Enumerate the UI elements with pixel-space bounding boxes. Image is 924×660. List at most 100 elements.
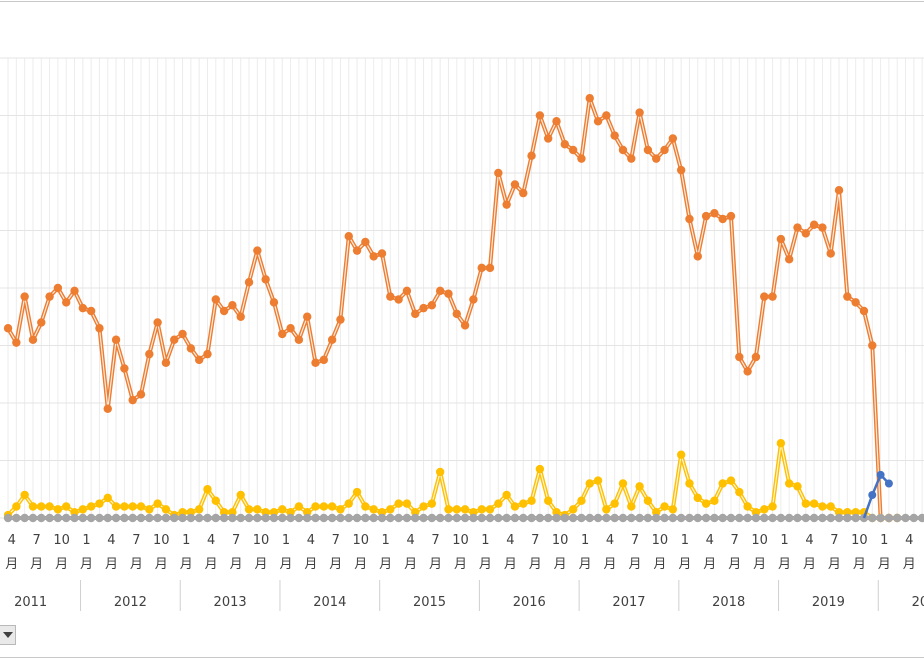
data-point bbox=[211, 496, 220, 505]
series-3 bbox=[3, 513, 924, 523]
data-point bbox=[618, 513, 628, 523]
data-point bbox=[78, 303, 88, 313]
month-tick-label: 1 bbox=[282, 533, 290, 548]
data-point bbox=[12, 513, 21, 523]
data-point bbox=[768, 292, 777, 301]
data-point bbox=[627, 502, 636, 511]
data-point bbox=[427, 513, 437, 523]
data-point bbox=[161, 513, 171, 523]
data-point bbox=[327, 335, 337, 344]
data-point bbox=[78, 513, 88, 523]
month-tick-label: 1 bbox=[880, 533, 888, 548]
data-point bbox=[319, 502, 329, 511]
month-tick-label: 1 bbox=[182, 533, 190, 548]
month-tick-label: 10 bbox=[851, 533, 868, 548]
data-point bbox=[510, 513, 520, 523]
data-point bbox=[452, 505, 461, 514]
data-point bbox=[585, 94, 594, 103]
data-point bbox=[161, 358, 171, 367]
data-point bbox=[427, 499, 437, 508]
data-point bbox=[386, 505, 395, 514]
data-point bbox=[577, 496, 586, 505]
data-point bbox=[760, 292, 769, 301]
data-point bbox=[710, 513, 719, 523]
month-tick-label: 10 bbox=[352, 533, 369, 548]
month-tick-label: 7 bbox=[731, 533, 739, 548]
data-point bbox=[311, 513, 320, 523]
data-point bbox=[452, 513, 461, 523]
data-point bbox=[203, 349, 212, 359]
data-point bbox=[120, 513, 129, 523]
data-point bbox=[876, 470, 885, 479]
data-point bbox=[485, 513, 495, 523]
month-unit-label: 月 bbox=[155, 557, 168, 572]
data-point bbox=[809, 499, 819, 508]
field-filter-button[interactable] bbox=[0, 625, 16, 645]
data-point bbox=[519, 188, 528, 198]
data-point bbox=[743, 502, 752, 511]
month-unit-label: 月 bbox=[329, 557, 342, 572]
data-point bbox=[726, 211, 736, 221]
data-point bbox=[86, 502, 96, 511]
data-point bbox=[253, 513, 262, 523]
data-point bbox=[136, 390, 146, 399]
data-point bbox=[652, 508, 661, 517]
month-tick-label: 10 bbox=[153, 533, 170, 548]
data-point bbox=[28, 502, 38, 511]
data-point bbox=[610, 513, 619, 523]
data-point bbox=[768, 502, 777, 511]
data-point bbox=[203, 513, 212, 523]
data-point bbox=[37, 513, 46, 523]
year-label: 2016 bbox=[513, 595, 546, 610]
data-point bbox=[851, 508, 860, 517]
data-point bbox=[352, 487, 362, 497]
month-unit-label: 月 bbox=[653, 557, 666, 572]
data-point bbox=[469, 508, 478, 517]
data-point bbox=[776, 439, 786, 448]
data-point bbox=[203, 485, 212, 494]
data-point bbox=[435, 467, 445, 477]
data-point bbox=[568, 145, 578, 155]
data-point bbox=[826, 502, 835, 511]
data-point bbox=[602, 513, 611, 523]
data-point bbox=[303, 312, 312, 321]
month-tick-label: 4 bbox=[406, 533, 414, 548]
data-point bbox=[801, 499, 810, 508]
data-point bbox=[676, 165, 686, 175]
month-unit-label: 月 bbox=[404, 557, 417, 572]
month-unit-label: 月 bbox=[454, 557, 467, 572]
data-point bbox=[868, 513, 877, 523]
data-point bbox=[45, 292, 54, 301]
month-tick-label: 10 bbox=[253, 533, 270, 548]
data-point bbox=[111, 502, 121, 511]
data-point bbox=[377, 508, 387, 517]
series-line bbox=[862, 472, 890, 519]
data-point bbox=[643, 513, 653, 523]
data-point bbox=[402, 499, 412, 508]
data-point bbox=[186, 508, 196, 517]
data-point bbox=[527, 151, 536, 160]
data-point bbox=[444, 505, 453, 514]
month-unit-label: 月 bbox=[55, 557, 68, 572]
data-point bbox=[843, 508, 852, 517]
data-point bbox=[278, 513, 287, 523]
data-point bbox=[386, 513, 395, 523]
data-point bbox=[685, 513, 694, 523]
data-point bbox=[768, 513, 777, 523]
data-point bbox=[435, 513, 445, 523]
year-label: 2020 bbox=[912, 595, 924, 610]
data-point bbox=[103, 493, 112, 503]
data-point bbox=[610, 131, 619, 140]
data-point bbox=[693, 252, 702, 261]
data-point bbox=[327, 513, 337, 523]
data-point bbox=[344, 232, 353, 241]
dropdown-triangle-icon bbox=[2, 632, 13, 638]
data-point bbox=[53, 283, 63, 293]
month-unit-label: 月 bbox=[878, 557, 891, 572]
data-point bbox=[535, 513, 545, 523]
month-tick-label: 7 bbox=[33, 533, 41, 548]
data-point bbox=[161, 505, 171, 514]
data-point bbox=[411, 309, 420, 319]
data-point bbox=[693, 493, 702, 503]
data-point bbox=[145, 505, 154, 514]
